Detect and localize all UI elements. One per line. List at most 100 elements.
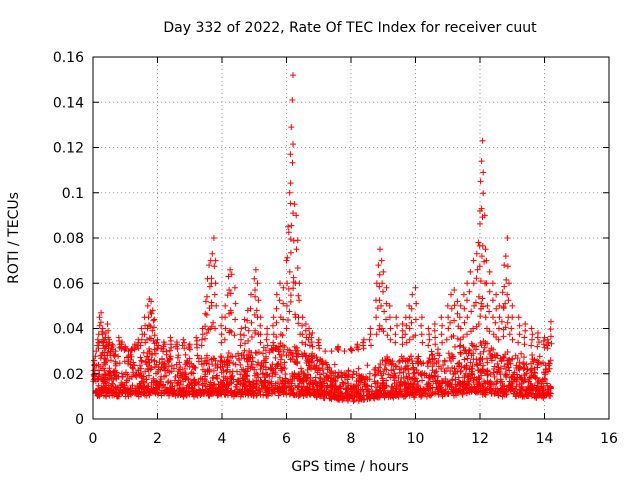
data-point-trail [335, 347, 342, 353]
background-point [154, 389, 161, 396]
background-point [171, 377, 178, 384]
data-point-trail [168, 344, 175, 351]
background-point [523, 392, 530, 399]
background-point [226, 357, 232, 364]
background-point [280, 348, 287, 355]
data-point [448, 291, 454, 298]
background-point [411, 369, 418, 376]
data-point-trail [212, 325, 219, 332]
background-point [110, 368, 117, 375]
data-point-trail [381, 308, 388, 315]
data-point [248, 291, 254, 298]
data-point [280, 284, 287, 291]
background-point [530, 372, 537, 379]
data-point-trail [418, 322, 425, 329]
background-point [155, 364, 162, 371]
background-point [324, 372, 330, 379]
data-point-trail [480, 190, 487, 197]
background-point [224, 364, 231, 371]
data-point-trail [368, 342, 374, 349]
background-point [283, 352, 290, 359]
background-point [263, 392, 270, 399]
background-point [518, 350, 525, 357]
background-point [481, 370, 488, 377]
data-point-trail [376, 297, 383, 304]
x-axis-title: GPS time / hours [291, 459, 408, 475]
data-point-trail [257, 331, 264, 338]
background-point [182, 351, 189, 358]
data-point [431, 321, 438, 327]
data-point [238, 325, 245, 332]
background-point [295, 393, 302, 400]
background-point [349, 371, 356, 378]
y-tick-label: 0.06 [53, 276, 84, 292]
data-point-trail [508, 325, 515, 332]
data-point-trail [202, 323, 209, 330]
background-point [358, 396, 365, 403]
background-point [163, 348, 170, 355]
data-point [341, 348, 348, 355]
data-point-trail [464, 331, 470, 338]
background-point [275, 348, 282, 355]
data-point-trail [348, 347, 355, 354]
data-point [409, 291, 416, 298]
background-point [182, 376, 189, 383]
data-point [499, 289, 506, 296]
data-point [209, 250, 216, 257]
background-point [97, 352, 104, 359]
data-point [444, 302, 451, 309]
background-point [305, 372, 311, 378]
background-point [106, 365, 113, 372]
background-point [129, 365, 136, 372]
data-point [477, 178, 484, 185]
data-point-trail [426, 331, 433, 338]
background-point [438, 387, 445, 394]
background-point [469, 363, 476, 370]
background-point [414, 378, 421, 385]
data-point-trail [241, 332, 247, 339]
background-point [295, 383, 302, 390]
background-point [185, 384, 192, 391]
data-point-trail [287, 298, 294, 305]
data-point-trail [516, 322, 523, 329]
background-point [304, 357, 311, 364]
background-point [197, 389, 204, 396]
data-point-trail [302, 341, 309, 348]
background-point [316, 358, 323, 365]
background-point [422, 387, 429, 394]
background-point [167, 388, 173, 395]
data-point-trail [280, 300, 287, 307]
background-point [255, 359, 262, 366]
background-point [484, 359, 491, 366]
background-point [224, 354, 231, 361]
data-point-trail [273, 305, 280, 312]
data-point-trail [503, 276, 510, 283]
background-point [541, 375, 548, 382]
data-point-trail [383, 300, 390, 307]
background-point [542, 376, 549, 383]
data-point-trail [489, 297, 496, 304]
data-point-trail [334, 345, 341, 352]
data-point-trail [128, 347, 135, 354]
data-point [149, 307, 156, 314]
background-point [375, 393, 382, 400]
data-point [544, 336, 551, 343]
background-point [450, 353, 457, 360]
background-point [476, 357, 483, 364]
background-point [236, 388, 243, 395]
background-point [513, 376, 520, 383]
background-point [249, 358, 256, 365]
background-point [459, 391, 466, 398]
data-point-trail [221, 336, 228, 343]
background-point [277, 340, 284, 347]
background-point [294, 353, 301, 360]
background-point [547, 385, 554, 392]
background-point [491, 373, 498, 380]
background-point [455, 374, 462, 381]
y-tick-label: 0.08 [53, 231, 84, 247]
background-point [507, 387, 514, 394]
background-point [275, 379, 281, 386]
background-point [249, 364, 256, 371]
background-point [412, 388, 419, 395]
data-point-trail [460, 334, 467, 340]
